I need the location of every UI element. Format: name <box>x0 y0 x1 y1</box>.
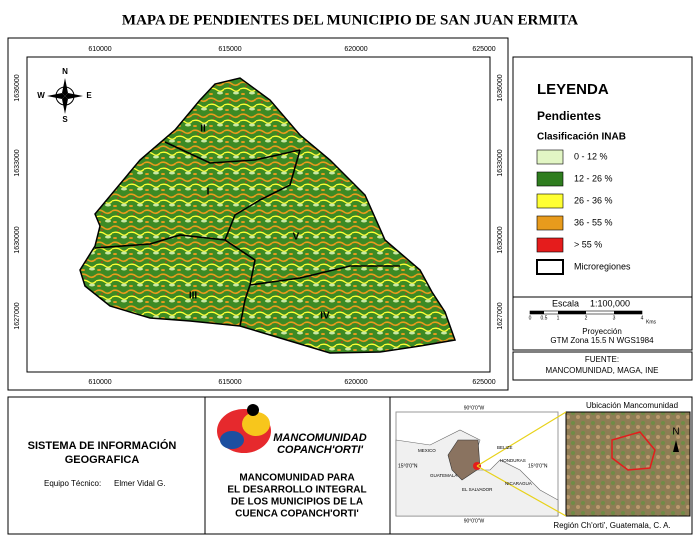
scale-tick: 3 <box>613 315 616 321</box>
compass-e: E <box>86 91 92 100</box>
projection-label: Proyección <box>582 327 622 336</box>
description-line: MANCOMUNIDAD PARA <box>239 473 354 484</box>
x-coordinate: 625000 <box>472 46 495 53</box>
legend-swatch <box>536 149 564 165</box>
region-label: V <box>293 232 300 243</box>
compass-w: W <box>37 91 45 100</box>
y-coordinate: 1627000 <box>497 302 504 329</box>
legend-label: 12 - 26 % <box>574 173 613 183</box>
lat-label: 15°0'0"N <box>398 463 418 469</box>
logo-name: MANCOMUNIDAD <box>273 432 367 444</box>
legend-label: 26 - 36 % <box>574 195 613 205</box>
y-coordinate: 1630000 <box>497 226 504 253</box>
scale-tick: 0.5 <box>541 315 548 321</box>
legend-label: Microregiones <box>574 261 631 271</box>
country-label: EL SALVADOR <box>462 487 493 492</box>
location-north: N <box>672 427 679 438</box>
scale-tick: 4 <box>641 315 644 321</box>
y-coordinate: 1633000 <box>497 149 504 176</box>
region-label: III <box>189 291 198 302</box>
map-frame <box>7 37 509 391</box>
x-coordinate: 620000 <box>344 379 367 386</box>
y-coordinate: 1636000 <box>14 74 21 101</box>
lat-label: 15°0'0"N <box>528 463 548 469</box>
country-label: MEXICO <box>418 448 436 453</box>
location-title: Ubicación Mancomunidad <box>586 401 678 410</box>
description-line: DE LOS MUNICIPIOS DE LA <box>231 497 363 508</box>
lon-label: 90°0'0"W <box>464 518 485 524</box>
y-coordinate: 1630000 <box>14 226 21 253</box>
x-coordinate: 620000 <box>344 46 367 53</box>
legend-items: 0 - 12 % 12 - 26 % 26 - 36 % 36 - 55 % > 55 … <box>536 149 631 275</box>
scale-label: Escala <box>552 298 579 308</box>
y-coordinate: 1627000 <box>14 302 21 329</box>
scale-box <box>512 296 693 351</box>
projection-value: GTM Zona 15.5 N WGS1984 <box>550 336 654 345</box>
legend-classification: Clasificación INAB <box>537 132 626 143</box>
y-coordinate: 1636000 <box>497 74 504 101</box>
team-label: Equipo Técnico: <box>44 479 101 488</box>
region-label: II <box>200 124 206 135</box>
scale-value: 1:100,000 <box>590 298 630 308</box>
country-labels: MEXICO BELIZE HONDURAS GUATEMALA EL SALVADOR… <box>418 445 532 492</box>
country-label: HONDURAS <box>500 458 526 463</box>
source-value: MANCOMUNIDAD, MAGA, INE <box>546 366 659 375</box>
y-coordinate: 1633000 <box>14 149 21 176</box>
microregion-lines <box>94 141 400 327</box>
location-maps <box>395 411 691 517</box>
scale-segment <box>614 311 642 314</box>
legend-label: 36 - 55 % <box>574 217 613 227</box>
title: MAPA DE PENDIENTES DEL MUNICIPIO DE SAN … <box>122 12 578 28</box>
source-box <box>512 351 693 381</box>
scale-tick: 0 <box>529 315 532 321</box>
x-coordinate: 610000 <box>88 46 111 53</box>
legend-label: 0 - 12 % <box>574 151 608 161</box>
logo-name: COPANCH'ORTI' <box>277 444 363 456</box>
legend-title: LEYENDA <box>537 81 609 98</box>
x-coordinate: 625000 <box>472 379 495 386</box>
description-line: CUENCA COPANCH'ORTI' <box>235 509 359 520</box>
compass-n: N <box>62 67 68 76</box>
compass: N S W E <box>37 67 92 124</box>
region-label: I <box>207 187 210 198</box>
x-coordinate: 610000 <box>88 379 111 386</box>
legend-swatch <box>536 215 564 231</box>
scale-tick: 1 <box>557 315 560 321</box>
scale-segment <box>558 311 586 314</box>
x-coordinate: 615000 <box>218 46 241 53</box>
scale-segment <box>530 311 544 314</box>
country-label: GUATEMALA <box>430 473 457 478</box>
legend-swatch <box>536 171 564 187</box>
location-caption: Región Ch'orti', Guatemala, C. A. <box>553 521 670 530</box>
description-line: EL DESARROLLO INTEGRAL <box>227 485 366 496</box>
coordinates: 610000 610000 615000 615000 620000 620000 6250… <box>14 46 504 386</box>
country-label: BELIZE <box>497 445 513 450</box>
legend-swatch <box>536 259 564 275</box>
bottom-frame <box>7 396 693 535</box>
lon-label: 90°0'0"W <box>464 405 485 411</box>
region-label: IV <box>320 311 330 322</box>
team-name: Elmer Vidal G. <box>114 479 165 488</box>
legend-subtitle: Pendientes <box>537 109 601 123</box>
system-title: SISTEMA DE INFORMACIÓN <box>28 439 177 452</box>
legend-swatch <box>536 237 564 253</box>
scale-unit: Kms <box>646 319 657 325</box>
legend-swatch <box>536 193 564 209</box>
system-title: GEOGRAFICA <box>65 454 140 466</box>
compass-s: S <box>62 115 68 124</box>
x-coordinate: 615000 <box>218 379 241 386</box>
logo: MANCOMUNIDAD COPANCH'ORTI' <box>217 404 367 456</box>
country-label: NICARAGUA <box>505 481 532 486</box>
legend-label: > 55 % <box>574 239 602 249</box>
scale-tick: 2 <box>585 315 588 321</box>
source-label: FUENTE: <box>585 355 619 364</box>
